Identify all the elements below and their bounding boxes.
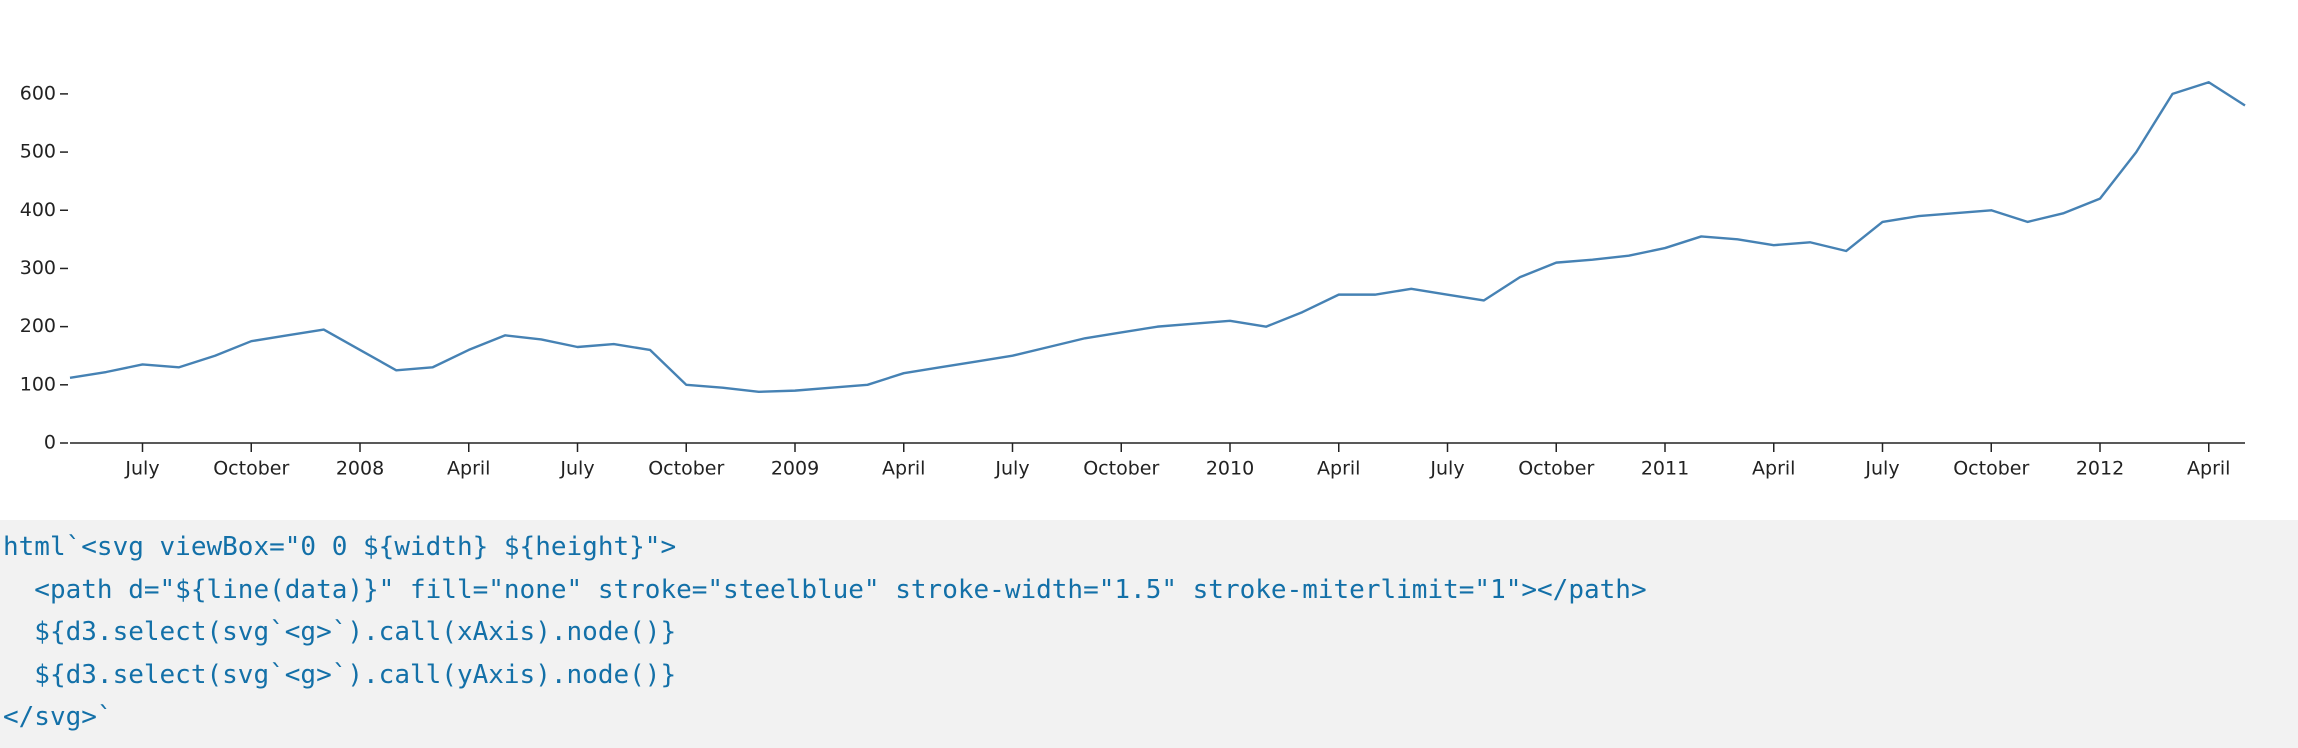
x-tick-label: 2011 — [1641, 458, 1689, 480]
code-line: html`<svg viewBox="0 0 ${width} ${height… — [3, 532, 677, 562]
x-tick-label: July — [559, 458, 594, 480]
y-tick-label: 0 — [44, 432, 56, 454]
x-tick-label: 2012 — [2076, 458, 2124, 480]
y-tick-label: 400 — [20, 199, 56, 221]
chart: 0 100 200 300 400 500 600 July October 2008 April J… — [20, 81, 2246, 480]
code-line: </svg>` — [3, 702, 113, 732]
y-tick-label: 500 — [20, 141, 56, 163]
x-tick-label: 2009 — [771, 458, 819, 480]
x-tick-label: 2010 — [1206, 458, 1254, 480]
y-tick-label: 600 — [20, 82, 56, 104]
x-tick-label: October — [1083, 458, 1159, 480]
code-line: ${d3.select(svg`<g>`).call(xAxis).node()… — [3, 617, 677, 647]
x-tick-label: April — [1317, 458, 1360, 480]
y-tick-label: 300 — [20, 257, 56, 279]
y-tick-label: 200 — [20, 315, 56, 337]
code-line: ${d3.select(svg`<g>`).call(yAxis).node()… — [3, 659, 677, 690]
x-tick-label: April — [2187, 458, 2230, 480]
x-tick-label: October — [213, 458, 289, 480]
x-tick-label: 2008 — [336, 458, 384, 480]
code-line: <path d="${line(data)}" fill="none" stro… — [3, 574, 1647, 605]
x-tick-label: October — [1953, 458, 2029, 480]
code-block: html`<svg viewBox="0 0 ${width} ${height… — [0, 520, 2298, 748]
x-tick-label: July — [124, 458, 159, 480]
x-tick-label: July — [1429, 458, 1464, 480]
x-tick-label: April — [882, 458, 925, 480]
x-tick-label: April — [1752, 458, 1795, 480]
x-tick-label: July — [1864, 458, 1899, 480]
x-tick-label: October — [1518, 458, 1594, 480]
x-tick-label: October — [648, 458, 724, 480]
price-line — [69, 81, 2246, 393]
y-tick-label: 100 — [20, 373, 56, 395]
x-tick-label: April — [447, 458, 490, 480]
x-tick-label: July — [994, 458, 1029, 480]
